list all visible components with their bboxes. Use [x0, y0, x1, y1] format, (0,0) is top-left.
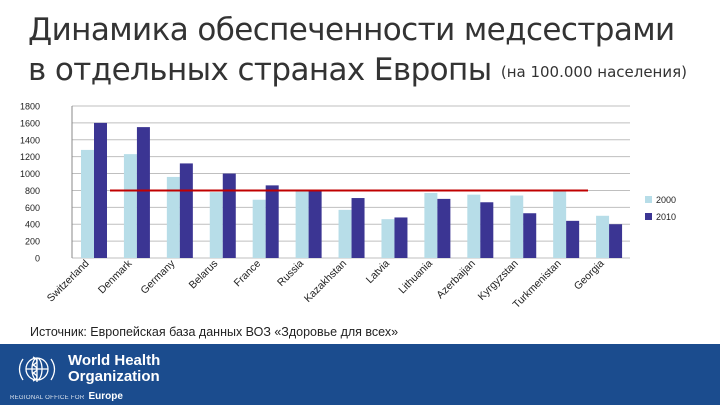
y-tick-label: 1000 — [20, 169, 40, 179]
bar-2000 — [381, 219, 395, 258]
x-tick-label: Kazakhstan — [302, 258, 349, 305]
y-tick-label: 400 — [25, 220, 40, 230]
bar-2000 — [553, 191, 567, 258]
org-line-2: Organization — [68, 368, 160, 385]
footer-bar: World Health Organization REGIONAL OFFIC… — [0, 344, 720, 405]
y-tick-label: 600 — [25, 203, 40, 213]
legend-swatch — [645, 213, 652, 220]
title-note: (на 100.000 населения) — [500, 63, 687, 81]
bar-2010 — [222, 173, 236, 258]
x-tick-label: Lithuania — [396, 258, 435, 297]
bar-2010 — [523, 213, 537, 258]
x-tick-label: Latvia — [364, 258, 392, 286]
office-label: REGIONAL OFFICE FOR — [10, 395, 85, 401]
bar-2010 — [179, 163, 193, 258]
x-tick-label: Georgia — [572, 258, 607, 293]
bar-2000 — [338, 209, 352, 258]
bar-2010 — [308, 189, 322, 258]
x-tick-label: Kyrgyzstan — [476, 258, 521, 303]
title-line-1: Динамика обеспеченности медсестрами — [28, 12, 675, 48]
slide-title: Динамика обеспеченности медсестрами в от… — [28, 10, 718, 92]
y-tick-label: 1800 — [20, 102, 40, 112]
bar-2000 — [596, 215, 610, 258]
x-tick-label: Germany — [138, 257, 178, 297]
bar-2010 — [609, 224, 623, 258]
y-tick-label: 800 — [25, 186, 40, 196]
bar-2010 — [351, 198, 365, 258]
bar-2010 — [437, 198, 451, 258]
bar-2000 — [510, 195, 524, 258]
x-tick-label: France — [232, 258, 264, 290]
bar-2010 — [394, 217, 408, 258]
y-tick-label: 1600 — [20, 118, 40, 128]
source-note: Источник: Европейская база данных ВОЗ «З… — [30, 325, 399, 339]
x-tick-label: Denmark — [96, 257, 135, 296]
x-tick-label: Switzerland — [45, 258, 92, 305]
bar-2000 — [166, 176, 180, 258]
bar-2000 — [123, 154, 137, 258]
legend-swatch — [645, 196, 652, 203]
legend-label: 2000 — [656, 195, 676, 205]
bar-2010 — [480, 202, 494, 258]
y-tick-label: 1200 — [20, 152, 40, 162]
regional-office: REGIONAL OFFICE FOR Europe — [10, 391, 123, 403]
title-line-2: в отдельных странах Европы (на 100.000 н… — [28, 50, 718, 92]
organization-name: World Health Organization — [68, 353, 160, 385]
who-emblem-icon — [18, 356, 56, 382]
bar-2000 — [295, 190, 309, 258]
y-tick-label: 1400 — [20, 135, 40, 145]
x-tick-label: Russia — [275, 258, 306, 289]
bar-chart: 0 200 400 600 800 1000 1200 1400 1600 1800 Switzer… — [20, 102, 676, 311]
bar-2000 — [81, 149, 94, 258]
bar-2000 — [209, 192, 223, 258]
legend-label: 2010 — [656, 212, 676, 222]
bar-2000 — [424, 192, 438, 258]
title-line-2-text: в отдельных странах Европы — [28, 52, 492, 88]
bar-2000 — [252, 199, 266, 258]
org-line-1: World Health — [68, 352, 161, 369]
x-tick-label: Azerbaijan — [434, 258, 478, 302]
bar-2010 — [136, 127, 150, 258]
office-region: Europe — [88, 391, 123, 402]
y-tick-label: 0 — [35, 254, 40, 264]
bar-2010 — [566, 220, 580, 258]
bar-2010 — [265, 185, 279, 258]
bar-2010 — [94, 122, 107, 258]
y-tick-label: 200 — [25, 237, 40, 247]
x-tick-label: Belarus — [187, 258, 221, 292]
bar-2000 — [467, 194, 481, 258]
